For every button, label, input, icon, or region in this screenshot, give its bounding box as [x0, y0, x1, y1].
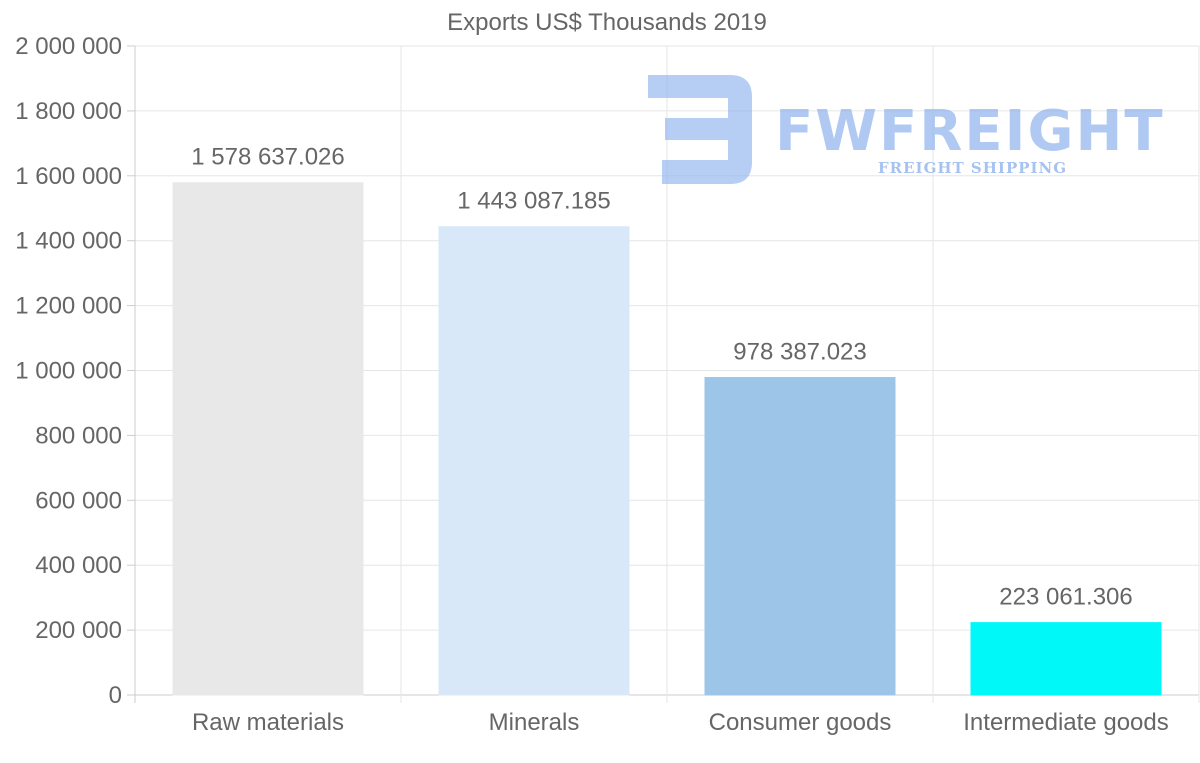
bar[interactable] [172, 182, 364, 696]
x-tick-label: Intermediate goods [963, 709, 1168, 736]
y-tick-label: 1 600 000 [15, 163, 122, 190]
data-label: 223 061.306 [999, 584, 1132, 611]
x-axis-tick-labels: Raw materials Minerals Consumer goods Inter… [192, 709, 1169, 736]
y-tick-label: 1 000 000 [15, 358, 122, 385]
data-label: 1 578 637.026 [191, 144, 344, 171]
x-tick-label: Raw materials [192, 709, 344, 736]
y-tick-label: 400 000 [35, 552, 122, 579]
chart-title: Exports US$ Thousands 2019 [447, 9, 767, 36]
data-label: 1 443 087.185 [457, 188, 610, 215]
data-labels: 1 578 637.026 1 443 087.185 978 387.023 223… [191, 144, 1132, 611]
data-label: 978 387.023 [733, 339, 866, 366]
x-tick-label: Consumer goods [709, 709, 892, 736]
y-tick-label: 1 200 000 [15, 293, 122, 320]
y-tick-label: 0 [109, 682, 122, 709]
watermark-logo: FWFREIGHT FREIGHT SHIPPING [648, 75, 1165, 184]
logo-mark-icon [648, 75, 752, 184]
x-tick-label: Minerals [489, 709, 580, 736]
bar[interactable] [438, 226, 630, 696]
y-axis-tick-labels: 0 200 000 400 000 600 000 800 000 1 000 000 1 … [15, 33, 122, 709]
bar[interactable] [970, 622, 1162, 696]
bar[interactable] [704, 377, 896, 696]
watermark-brand: FWFREIGHT [775, 99, 1165, 164]
watermark-tagline: FREIGHT SHIPPING [878, 159, 1067, 177]
bars-group [172, 182, 1162, 696]
y-tick-label: 2 000 000 [15, 33, 122, 60]
y-tick-label: 600 000 [35, 487, 122, 514]
y-tick-label: 1 400 000 [15, 228, 122, 255]
y-tick-label: 200 000 [35, 617, 122, 644]
y-tick-label: 1 800 000 [15, 98, 122, 125]
y-tick-label: 800 000 [35, 422, 122, 449]
